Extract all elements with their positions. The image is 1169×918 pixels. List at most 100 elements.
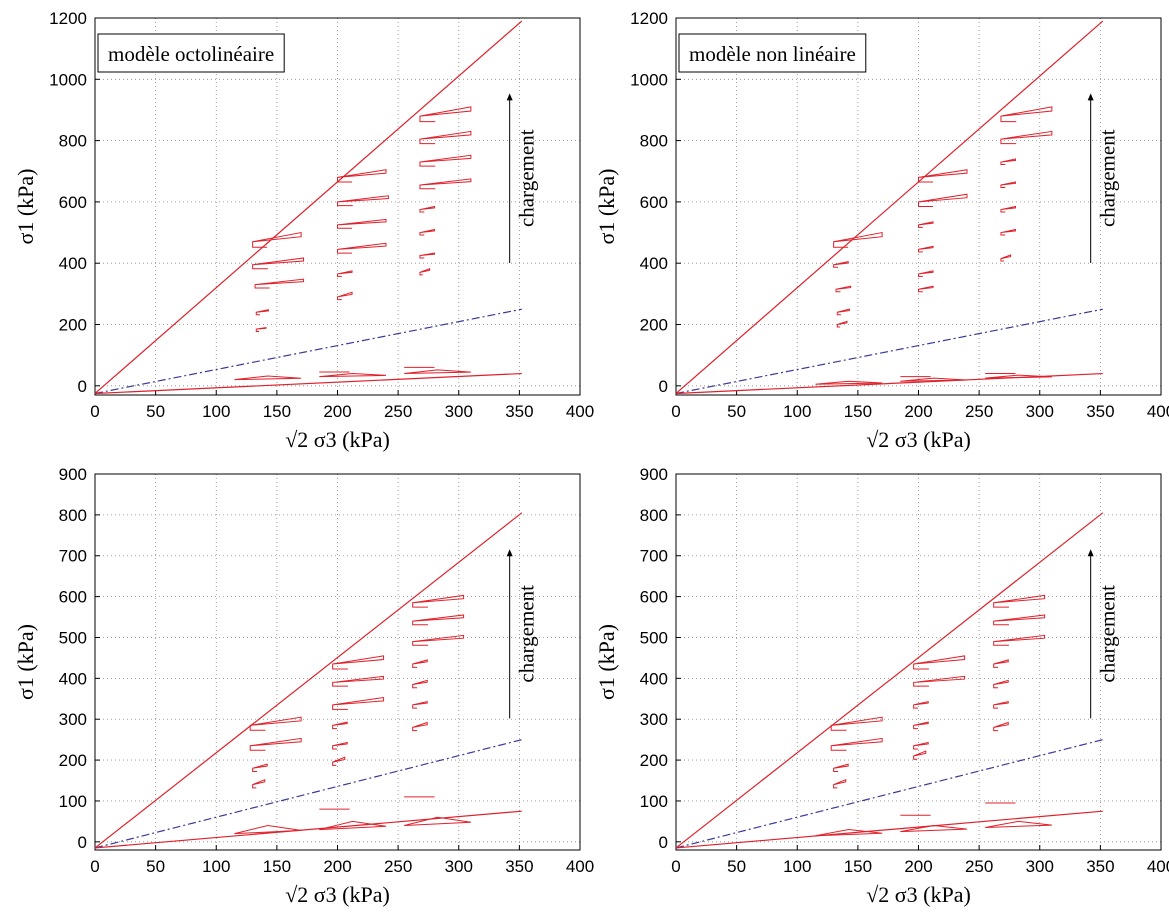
y-tick-label: 400: [640, 669, 668, 688]
stress-path-glyph: [836, 320, 848, 328]
x-tick-label: 150: [844, 857, 872, 876]
y-tick-label: 500: [59, 628, 87, 647]
stress-path-glyph: [332, 721, 348, 730]
stress-path-glyph: [913, 655, 966, 670]
stress-path-glyph: [337, 169, 387, 183]
y-tick-label: 100: [59, 792, 87, 811]
stress-path-glyph-low: [404, 816, 471, 826]
stress-path-glyph: [913, 741, 929, 750]
x-tick-label: 400: [566, 857, 594, 876]
x-tick-label: 250: [384, 857, 412, 876]
x-tick-label: 100: [783, 857, 811, 876]
y-tick-label: 500: [640, 628, 668, 647]
reference-line-2: [675, 739, 1103, 849]
y-tick-label: 300: [59, 710, 87, 729]
stress-path-glyph: [419, 205, 435, 213]
stress-path-glyph: [255, 309, 269, 316]
chart-panel-bottom-left: 0 50 100 150 200 250 300 350 400 0 100 200 300 400 500…: [13, 465, 594, 907]
y-tick-label: 0: [78, 377, 87, 396]
x-tick-label: 150: [844, 402, 872, 421]
stress-path-glyph: [993, 614, 1046, 626]
y-tick-label: 700: [59, 547, 87, 566]
x-tick-label: 300: [445, 402, 473, 421]
y-tick-label: 400: [59, 669, 87, 688]
model-title-box: [678, 33, 867, 73]
x-tick-label: 400: [1147, 402, 1169, 421]
x-tick-label: 0: [671, 402, 680, 421]
stress-path-glyph: [419, 154, 472, 167]
stress-path-glyph: [412, 659, 428, 668]
reference-line-3: [675, 810, 1103, 849]
x-tick-label: 100: [202, 402, 230, 421]
x-tick-label: 350: [505, 402, 533, 421]
loading-arrow-label: chargement: [515, 129, 539, 227]
x-tick-label: 50: [146, 402, 165, 421]
x-tick-label: 400: [1147, 857, 1169, 876]
stress-path-glyph: [1000, 158, 1016, 166]
y-tick-label: 1000: [49, 70, 87, 89]
stress-path-glyph: [412, 614, 465, 626]
x-axis-label: √2 σ3 (kPa): [866, 427, 971, 452]
stress-path-glyph: [249, 737, 302, 751]
stress-path-glyph: [830, 737, 883, 751]
y-tick-label: 400: [59, 254, 87, 273]
y-tick-label: 800: [59, 132, 87, 151]
stress-path-glyph-low: [985, 820, 1052, 829]
model-title: modèle non linéaire: [689, 42, 856, 66]
x-tick-label: 200: [904, 857, 932, 876]
stress-path-glyph: [918, 270, 934, 277]
stress-path-glyph: [419, 178, 472, 190]
x-tick-label: 0: [671, 857, 680, 876]
x-tick-label: 300: [1026, 857, 1054, 876]
stress-path-glyph: [419, 130, 472, 145]
stress-path-glyph-low: [234, 824, 302, 835]
y-axis-label: σ1 (kPa): [13, 168, 38, 244]
reference-line-1: [94, 512, 523, 849]
y-tick-label: 100: [640, 792, 668, 811]
stress-path-glyph: [337, 242, 387, 254]
stress-path-glyph-low: [900, 377, 968, 382]
stress-path-glyph: [337, 218, 387, 229]
x-tick-label: 0: [90, 857, 99, 876]
stress-path-glyph: [249, 716, 302, 731]
y-tick-label: 900: [640, 465, 668, 484]
stress-path-glyph: [993, 701, 1009, 709]
stress-path-glyph: [332, 741, 348, 750]
loading-arrow-label: chargement: [1096, 129, 1120, 227]
y-tick-label: 300: [640, 710, 668, 729]
stress-path-glyph: [913, 675, 966, 687]
reference-line-2: [675, 308, 1103, 395]
stress-path-glyph: [332, 696, 385, 710]
loading-arrow-label: chargement: [1096, 585, 1120, 683]
stress-path-glyph: [332, 756, 346, 766]
y-tick-label: 0: [659, 377, 668, 396]
y-axis-label: σ1 (kPa): [13, 624, 38, 700]
y-tick-label: 400: [640, 254, 668, 273]
stress-path-glyph-low: [404, 369, 471, 375]
y-tick-label: 900: [59, 465, 87, 484]
stress-path-glyph: [1000, 181, 1016, 188]
x-axis-label: √2 σ3 (kPa): [285, 427, 390, 452]
reference-line-2: [94, 739, 522, 849]
stress-path-glyph: [830, 716, 883, 731]
stress-path-glyph-low: [815, 829, 883, 837]
stress-path-glyph: [836, 308, 850, 316]
stress-path-glyph-low: [985, 374, 1052, 379]
y-tick-label: 700: [640, 547, 668, 566]
x-tick-label: 200: [323, 402, 351, 421]
stress-path-glyph-low: [319, 373, 387, 378]
x-tick-label: 200: [904, 402, 932, 421]
x-tick-label: 300: [1026, 402, 1054, 421]
loading-arrow-head: [506, 549, 513, 557]
x-tick-label: 250: [384, 402, 412, 421]
model-title-box: [97, 33, 285, 73]
chart-panel-top-left: 0 50 100 150 200 250 300 350 400 0 200 400 600 800 100…: [13, 9, 594, 452]
stress-path-glyph: [255, 326, 267, 333]
y-tick-label: 1200: [49, 9, 87, 28]
y-tick-label: 1200: [630, 9, 668, 28]
stress-path-glyph-low: [900, 824, 968, 833]
stress-path-glyph: [918, 169, 968, 183]
stress-path-glyph: [332, 655, 385, 670]
loading-arrow-head: [1087, 93, 1094, 101]
